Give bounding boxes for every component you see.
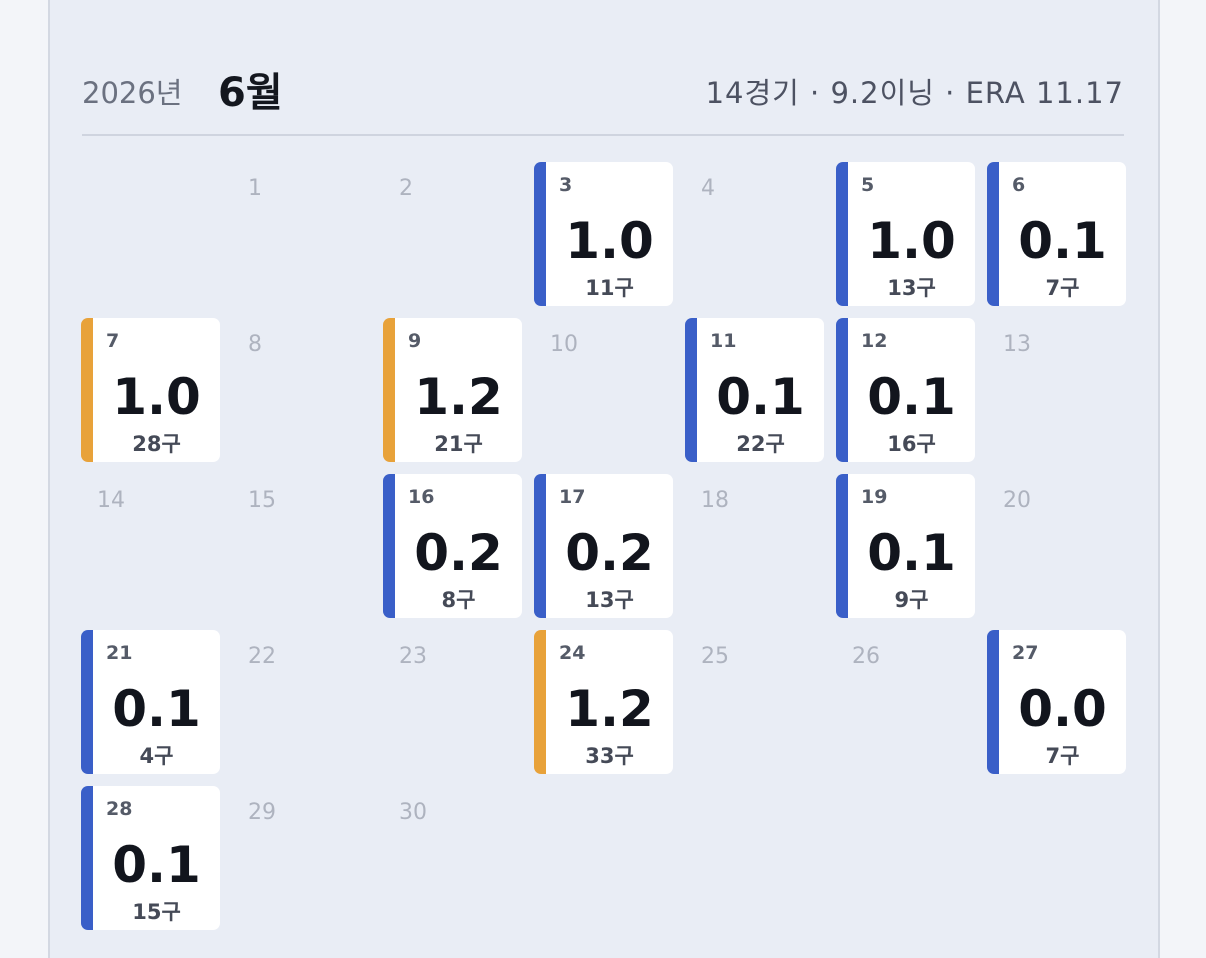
summary: 14경기 · 9.2이닝 · ERA 11.17 — [705, 76, 1124, 110]
pitch-count: 11구 — [585, 276, 634, 300]
day-number: 12 — [861, 330, 888, 352]
pitch-count: 15구 — [132, 900, 181, 924]
day-number: 3 — [559, 174, 573, 196]
day-number: 5 — [861, 174, 875, 196]
day-number: 21 — [106, 642, 133, 664]
pitch-count: 13구 — [887, 276, 936, 300]
pitch-count: 9구 — [894, 588, 929, 612]
pitch-count: 7구 — [1045, 276, 1080, 300]
pitch-count: 8구 — [441, 588, 476, 612]
pitch-count: 13구 — [585, 588, 634, 612]
innings: 1.0 — [112, 368, 201, 426]
day-number: 2 — [399, 176, 413, 201]
day: 26 — [836, 630, 975, 774]
game-day[interactable]: 27 0.0 7구 — [987, 630, 1126, 774]
day: 30 — [383, 786, 522, 930]
pitch-count: 33구 — [585, 744, 634, 768]
innings: 0.1 — [112, 836, 201, 894]
day-number: 1 — [248, 176, 262, 201]
day-number: 29 — [248, 800, 276, 825]
day: 4 — [685, 162, 824, 306]
day-number: 24 — [559, 642, 586, 664]
day-number: 14 — [97, 488, 125, 513]
year: 2026년 — [82, 76, 183, 110]
innings: 1.0 — [867, 212, 956, 270]
day-number: 25 — [701, 644, 729, 669]
innings: 1.2 — [565, 680, 654, 738]
day-number: 19 — [861, 486, 888, 508]
innings: 0.1 — [867, 524, 956, 582]
day-number: 13 — [1003, 332, 1031, 357]
game-day[interactable]: 21 0.1 4구 — [81, 630, 220, 774]
day: 22 — [232, 630, 371, 774]
day-number: 9 — [408, 330, 422, 352]
day: 10 — [534, 318, 673, 462]
game-day[interactable]: 12 0.1 16구 — [836, 318, 975, 462]
day: 14 — [81, 474, 220, 618]
innings: 0.0 — [1018, 680, 1107, 738]
game-day[interactable]: 6 0.1 7구 — [987, 162, 1126, 306]
day-number: 27 — [1012, 642, 1039, 664]
pitch-count: 21구 — [434, 432, 483, 456]
separator — [82, 134, 1124, 136]
game-day[interactable]: 24 1.2 33구 — [534, 630, 673, 774]
day-number: 30 — [399, 800, 427, 825]
day: 20 — [987, 474, 1126, 618]
month: 6월 — [218, 70, 283, 116]
innings: 0.2 — [565, 524, 654, 582]
game-day[interactable]: 16 0.2 8구 — [383, 474, 522, 618]
game-day[interactable]: 17 0.2 13구 — [534, 474, 673, 618]
day: 18 — [685, 474, 824, 618]
day-number: 10 — [550, 332, 578, 357]
pitch-count: 7구 — [1045, 744, 1080, 768]
day-number: 11 — [710, 330, 737, 352]
day-number: 4 — [701, 176, 715, 201]
innings: 0.2 — [414, 524, 503, 582]
day-number: 16 — [408, 486, 435, 508]
day-number: 22 — [248, 644, 276, 669]
day-number: 20 — [1003, 488, 1031, 513]
day: 8 — [232, 318, 371, 462]
day-number: 28 — [106, 798, 133, 820]
day: 13 — [987, 318, 1126, 462]
day-number: 23 — [399, 644, 427, 669]
innings: 0.1 — [1018, 212, 1107, 270]
day: 25 — [685, 630, 824, 774]
day-number: 8 — [248, 332, 262, 357]
game-day[interactable]: 7 1.0 28구 — [81, 318, 220, 462]
pitch-count: 22구 — [736, 432, 785, 456]
innings: 1.0 — [565, 212, 654, 270]
game-day[interactable]: 28 0.1 15구 — [81, 786, 220, 930]
day-number: 17 — [559, 486, 586, 508]
day: 23 — [383, 630, 522, 774]
innings: 0.1 — [112, 680, 201, 738]
day: 1 — [232, 162, 371, 306]
game-day[interactable]: 11 0.1 22구 — [685, 318, 824, 462]
innings: 0.1 — [716, 368, 805, 426]
day-number: 7 — [106, 330, 120, 352]
game-day[interactable]: 19 0.1 9구 — [836, 474, 975, 618]
game-day[interactable]: 9 1.2 21구 — [383, 318, 522, 462]
pitch-count: 4구 — [139, 744, 174, 768]
game-day[interactable]: 5 1.0 13구 — [836, 162, 975, 306]
day: 15 — [232, 474, 371, 618]
day-number: 15 — [248, 488, 276, 513]
day: 29 — [232, 786, 371, 930]
day-number: 18 — [701, 488, 729, 513]
day-number: 26 — [852, 644, 880, 669]
pitch-count: 28구 — [132, 432, 181, 456]
day-number: 6 — [1012, 174, 1026, 196]
game-day[interactable]: 3 1.0 11구 — [534, 162, 673, 306]
innings: 0.1 — [867, 368, 956, 426]
day: 2 — [383, 162, 522, 306]
pitch-count: 16구 — [887, 432, 936, 456]
innings: 1.2 — [414, 368, 503, 426]
